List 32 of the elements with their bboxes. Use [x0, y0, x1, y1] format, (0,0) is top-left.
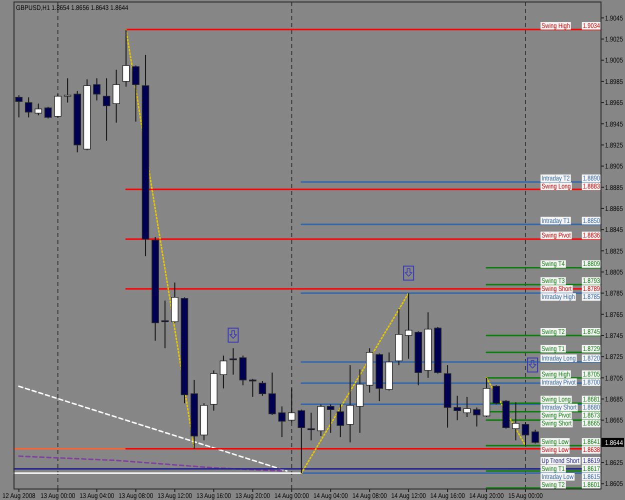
candlestick — [44, 106, 52, 119]
candlestick — [112, 69, 120, 124]
candlestick — [122, 29, 130, 88]
candlestick — [34, 103, 42, 116]
candlestick — [532, 429, 539, 444]
candlestick — [249, 378, 256, 398]
candlestick — [230, 348, 237, 376]
candlestick — [268, 372, 276, 416]
line-series — [18, 455, 283, 472]
candlestick — [346, 364, 354, 443]
candlestick — [336, 404, 344, 438]
candlestick — [356, 368, 364, 434]
candlestick — [454, 395, 461, 421]
candlestick — [54, 94, 62, 118]
candlestick — [404, 292, 412, 360]
candlestick — [102, 78, 110, 142]
candlestick — [24, 96, 32, 118]
candlestick — [220, 355, 228, 389]
candlestick — [278, 406, 286, 438]
candlestick — [463, 396, 471, 418]
candlestick — [492, 384, 500, 405]
candlestick — [288, 388, 296, 423]
candlestick — [522, 422, 530, 446]
candlestick — [132, 65, 140, 122]
candlestick — [298, 409, 306, 474]
candlestick — [93, 78, 100, 101]
candlestick — [307, 412, 315, 441]
candlestick — [258, 380, 266, 396]
candlestick — [512, 402, 520, 441]
candlestick — [326, 404, 334, 434]
candlestick — [473, 406, 480, 428]
candlestick — [239, 355, 247, 386]
